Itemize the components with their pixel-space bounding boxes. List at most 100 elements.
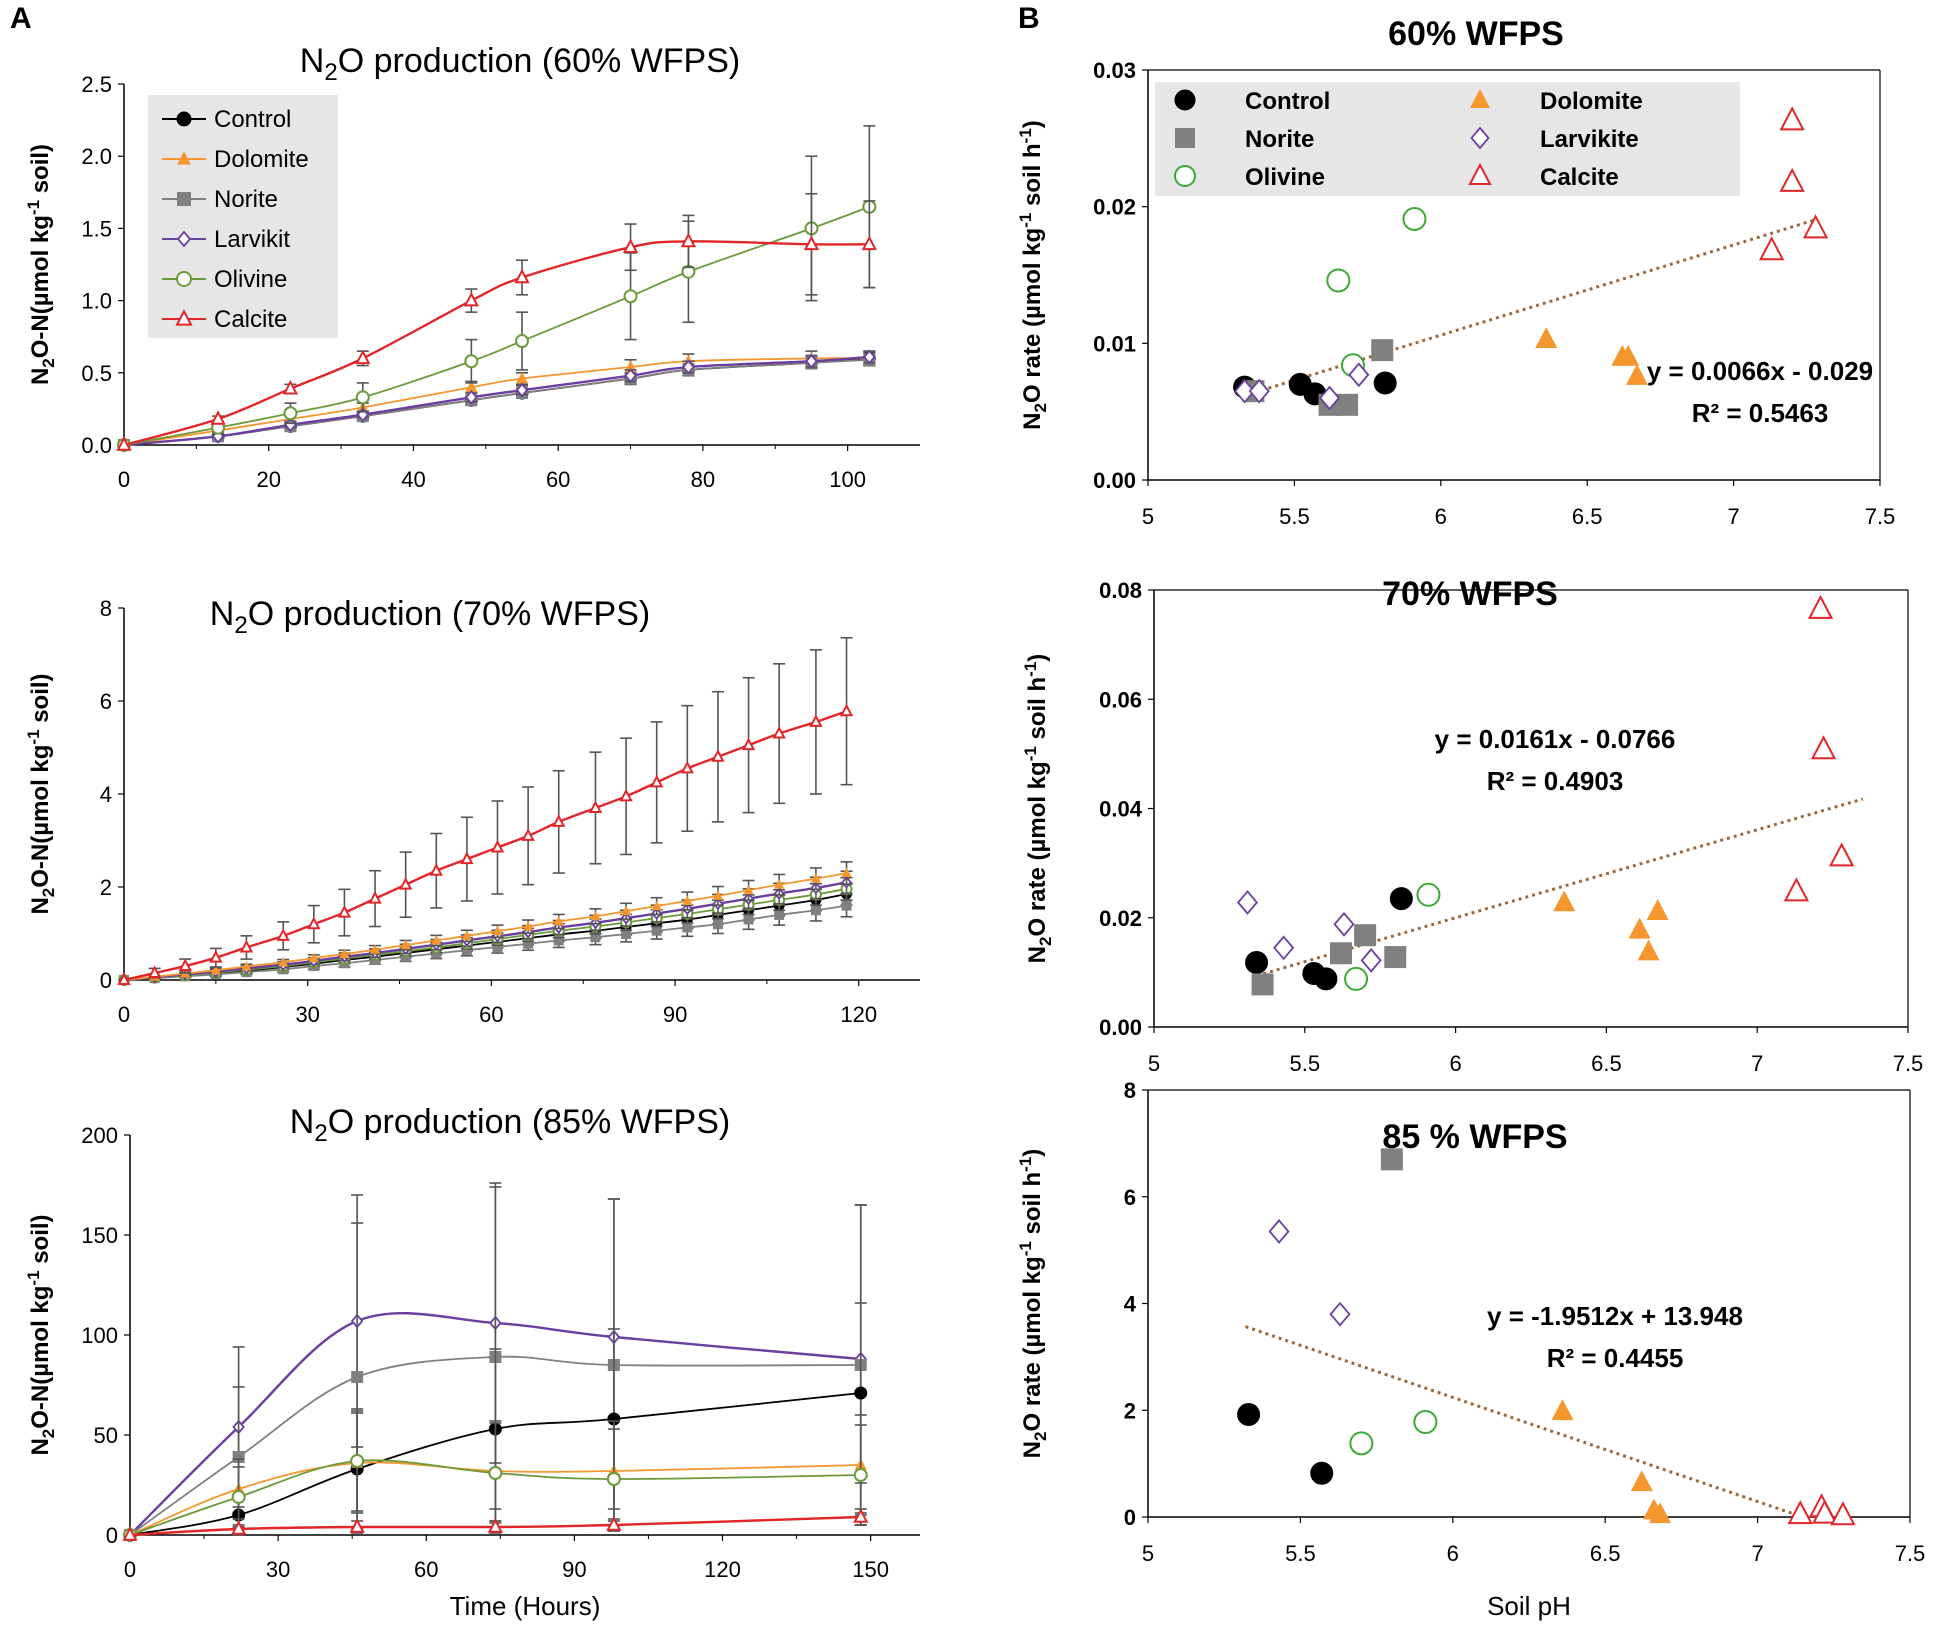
data-point bbox=[350, 1454, 365, 1468]
y-tick-label: 8 bbox=[1124, 1078, 1136, 1103]
data-point bbox=[465, 389, 478, 405]
data-point bbox=[1354, 924, 1377, 947]
x-tick-label: 5 bbox=[1148, 1051, 1160, 1076]
data-point bbox=[1617, 344, 1640, 366]
x-tick-label: 80 bbox=[691, 467, 715, 492]
data-point bbox=[1779, 106, 1805, 131]
y-tick-label: 4 bbox=[100, 782, 112, 807]
data-point bbox=[1807, 594, 1834, 619]
data-point bbox=[1830, 1501, 1856, 1526]
legend: Control Norite Olivine Dolomite Larvikite Cal… bbox=[1155, 82, 1740, 196]
series-dolomite bbox=[1551, 1399, 1672, 1524]
x-tick-label: 5.5 bbox=[1290, 1051, 1321, 1076]
data-point bbox=[805, 353, 818, 369]
x-axis-label: Soil pH bbox=[1487, 1591, 1571, 1621]
data-point bbox=[178, 958, 192, 972]
data-point bbox=[355, 349, 371, 365]
data-point bbox=[122, 1526, 138, 1541]
data-point bbox=[588, 800, 603, 813]
data-point bbox=[1416, 882, 1441, 907]
data-point bbox=[623, 289, 638, 304]
data-point bbox=[774, 909, 785, 920]
data-point bbox=[1237, 1403, 1261, 1427]
x-tick-label: 7 bbox=[1751, 1541, 1763, 1566]
data-point bbox=[308, 952, 319, 963]
series-larvikite bbox=[1234, 362, 1370, 411]
data-point bbox=[515, 382, 529, 398]
data-point bbox=[624, 360, 637, 372]
chart-n2o-production-85: N2O production (85% WFPS) N2O-N(µmol kg-1… bbox=[24, 1103, 920, 1621]
series-calcite bbox=[1759, 106, 1829, 261]
data-point bbox=[1828, 842, 1855, 867]
legend-marker bbox=[177, 192, 191, 206]
legend-marker bbox=[1468, 162, 1492, 185]
data-point bbox=[1371, 339, 1394, 362]
series-dolomite bbox=[119, 861, 853, 984]
data-point bbox=[1360, 947, 1382, 973]
data-point bbox=[774, 879, 785, 889]
legend-label: Control bbox=[214, 106, 291, 133]
data-point bbox=[1336, 393, 1359, 416]
series-calcite bbox=[1783, 594, 1855, 902]
x-tick-label: 6.5 bbox=[1591, 1051, 1622, 1076]
data-point bbox=[463, 291, 480, 307]
data-point bbox=[1630, 1470, 1653, 1492]
data-point bbox=[624, 368, 637, 384]
data-point bbox=[1413, 1409, 1438, 1434]
series-control bbox=[117, 351, 876, 452]
data-point bbox=[307, 916, 321, 930]
panel-label-b: B bbox=[1018, 2, 1040, 35]
data-point bbox=[429, 863, 443, 876]
data-point bbox=[680, 760, 694, 774]
legend-box bbox=[1155, 82, 1740, 196]
x-tick-label: 5 bbox=[1142, 1541, 1154, 1566]
data-point bbox=[351, 1371, 364, 1383]
series-line bbox=[123, 358, 870, 446]
data-point bbox=[1535, 327, 1558, 349]
data-point bbox=[514, 268, 530, 284]
legend-label: Dolomite bbox=[1540, 88, 1643, 115]
legend: Control Dolomite Norite Larvikit Olivine Calc… bbox=[148, 95, 338, 338]
data-point bbox=[682, 359, 695, 375]
data-point bbox=[622, 238, 639, 253]
legend-marker bbox=[1174, 165, 1196, 187]
y-tick-label: 0.06 bbox=[1099, 687, 1142, 712]
data-point bbox=[650, 774, 664, 788]
x-tick-label: 7.5 bbox=[1865, 504, 1896, 529]
data-point bbox=[1329, 1301, 1351, 1327]
y-tick-label: 2.5 bbox=[81, 72, 112, 97]
data-point bbox=[117, 972, 131, 985]
x-tick-label: 6.5 bbox=[1572, 504, 1603, 529]
legend-marker bbox=[176, 230, 192, 248]
data-point bbox=[651, 925, 662, 936]
x-tick-label: 30 bbox=[266, 1557, 290, 1582]
legend-marker bbox=[176, 111, 192, 127]
data-point bbox=[841, 900, 852, 911]
x-axis-label: Time (Hours) bbox=[450, 1591, 601, 1621]
x-tick-label: 6 bbox=[1449, 1051, 1461, 1076]
x-tick-label: 120 bbox=[840, 1002, 877, 1027]
series-calcite bbox=[117, 636, 854, 985]
data-point bbox=[1759, 236, 1785, 261]
series-norite bbox=[118, 353, 876, 451]
y-tick-label: 0.0 bbox=[81, 433, 112, 458]
x-tick-label: 5.5 bbox=[1285, 1541, 1316, 1566]
data-point bbox=[853, 1468, 868, 1482]
data-point bbox=[839, 703, 854, 717]
x-tick-label: 150 bbox=[852, 1557, 889, 1582]
x-tick-label: 5 bbox=[1142, 504, 1154, 529]
data-point bbox=[465, 380, 478, 393]
y-tick-label: 0.5 bbox=[81, 361, 112, 386]
data-point bbox=[1251, 973, 1274, 996]
data-point bbox=[1380, 1148, 1403, 1171]
regression-equation: y = -1.9512x + 13.948 bbox=[1487, 1301, 1743, 1331]
data-point bbox=[810, 905, 821, 916]
data-point bbox=[282, 379, 299, 395]
r-squared: R² = 0.4903 bbox=[1487, 766, 1624, 796]
data-point bbox=[368, 890, 382, 904]
data-point bbox=[1787, 1500, 1813, 1525]
legend-marker bbox=[177, 151, 191, 165]
data-point bbox=[1637, 939, 1660, 961]
y-tick-label: 0.08 bbox=[1099, 578, 1142, 603]
legend-label: Norite bbox=[214, 186, 278, 213]
